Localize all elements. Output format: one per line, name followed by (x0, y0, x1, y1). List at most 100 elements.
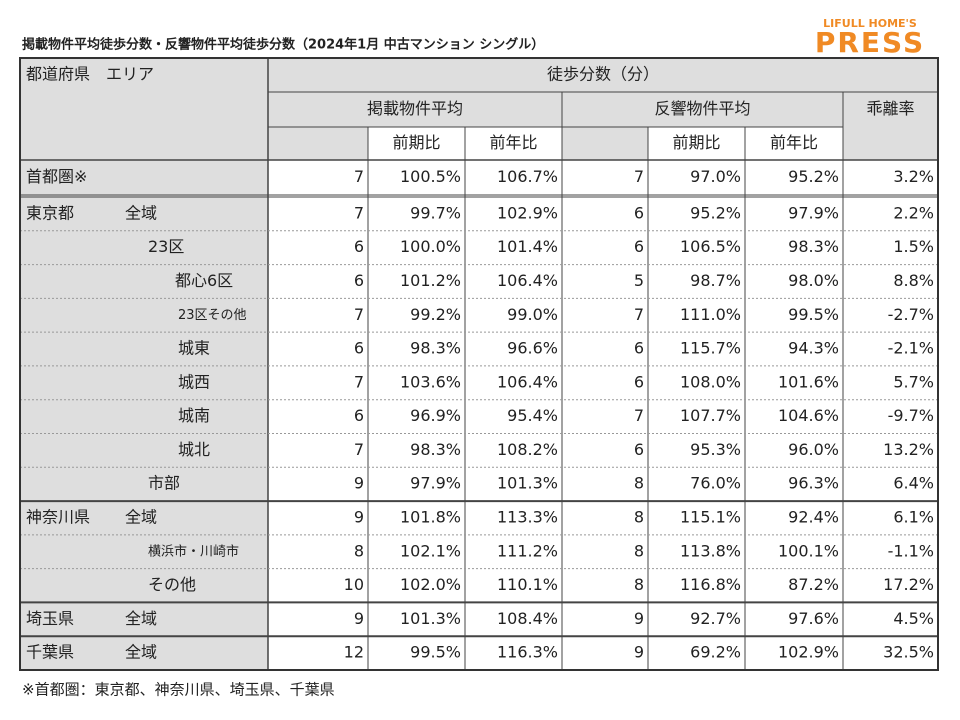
cell-value: 111.0% (680, 305, 741, 324)
cell-value: 95.4% (507, 406, 558, 425)
cell-value: 96.0% (788, 440, 839, 459)
cell-value: 6 (634, 203, 644, 222)
column-header: 都道府県 エリア (26, 65, 154, 84)
cell-value: 116.3% (497, 643, 558, 662)
column-header: 乖離率 (866, 99, 914, 118)
cell-value: 94.3% (788, 339, 839, 358)
cell-value: 115.7% (680, 339, 741, 358)
column-header: 掲載物件平均 (367, 99, 463, 118)
cell-value: 8 (634, 575, 644, 594)
cell-value: -2.7% (888, 305, 934, 324)
prefecture: 神奈川県 (26, 507, 90, 526)
logo-main: PRESS (815, 26, 925, 59)
cell-value: -9.7% (888, 406, 934, 425)
cell-value: 9 (634, 609, 644, 628)
prefecture: 東京都 (26, 203, 74, 222)
area: 全域 (125, 609, 157, 628)
cell-value: 8 (634, 507, 644, 526)
column-header: 前期比 (672, 133, 720, 152)
cell-value: 101.3% (497, 474, 558, 493)
cell-value: 95.3% (690, 440, 741, 459)
cell-value: 113.8% (680, 541, 741, 560)
cell-value: 6.4% (893, 474, 934, 493)
area: 全域 (125, 203, 157, 222)
column-header: 前期比 (392, 133, 440, 152)
column-header: 前年比 (770, 133, 818, 152)
area: 都心6区 (175, 271, 233, 290)
cell-value: 101.8% (400, 507, 461, 526)
cell-value: 100.0% (400, 237, 461, 256)
cell-value: 108.4% (497, 609, 558, 628)
area: 23区 (148, 237, 184, 256)
cell-value: 13.2% (883, 440, 934, 459)
cell-value: 7 (634, 305, 644, 324)
cell-value: 96.3% (788, 474, 839, 493)
cell-value: 6 (634, 440, 644, 459)
cell-value: 102.9% (497, 203, 558, 222)
cell-value: 108.0% (680, 372, 741, 391)
prefecture: 首都圏※ (26, 167, 87, 186)
column-header: 徒歩分数（分） (547, 65, 659, 84)
cell-value: 7 (634, 406, 644, 425)
cell-value: 104.6% (778, 406, 839, 425)
cell-value: 99.0% (507, 305, 558, 324)
area: 23区その他 (178, 308, 247, 323)
cell-value: -2.1% (888, 339, 934, 358)
cell-value: 76.0% (690, 474, 741, 493)
label-col-bg (20, 160, 268, 670)
cell-value: 6 (354, 406, 364, 425)
cell-value: 102.1% (400, 541, 461, 560)
cell-value: 6 (634, 372, 644, 391)
cell-value: 97.0% (690, 167, 741, 186)
prefecture: 埼玉県 (26, 609, 74, 628)
cell-value: 92.7% (690, 609, 741, 628)
cell-value: 7 (354, 203, 364, 222)
cell-value: 8.8% (893, 271, 934, 290)
cell-value: 96.9% (410, 406, 461, 425)
cell-value: 97.9% (410, 474, 461, 493)
cell-value: 97.6% (788, 609, 839, 628)
column-header: 前年比 (489, 133, 537, 152)
cell-value: 7 (354, 305, 364, 324)
area: 城南 (178, 406, 210, 425)
cell-value: 106.4% (497, 271, 558, 290)
cell-value: 7 (634, 167, 644, 186)
cell-value: 110.1% (497, 575, 558, 594)
cell-value: 106.5% (680, 237, 741, 256)
cell-value: 103.6% (400, 372, 461, 391)
cell-value: 6 (354, 271, 364, 290)
cell-value: 9 (354, 609, 364, 628)
area: 横浜市・川崎市 (148, 543, 239, 559)
cell-value: 8 (634, 474, 644, 493)
area: 城西 (178, 372, 210, 391)
cell-value: 98.7% (690, 271, 741, 290)
cell-value: 5.7% (893, 372, 934, 391)
cell-value: 17.2% (883, 575, 934, 594)
cell-value: 98.3% (410, 339, 461, 358)
cell-value: 87.2% (788, 575, 839, 594)
cell-value: 101.6% (778, 372, 839, 391)
cell-value: 99.5% (410, 643, 461, 662)
cell-value: 95.2% (690, 203, 741, 222)
cell-value: 5 (634, 271, 644, 290)
cell-value: 113.3% (497, 507, 558, 526)
cell-value: 98.0% (788, 271, 839, 290)
area: 市部 (148, 474, 180, 493)
cell-value: 4.5% (893, 609, 934, 628)
area: 城東 (178, 339, 210, 358)
footnote: ※首都圏：東京都、神奈川県、埼玉県、千葉県 (22, 681, 335, 699)
cell-value: 10 (344, 575, 364, 594)
cell-value: 99.2% (410, 305, 461, 324)
cell-value: 6 (354, 237, 364, 256)
cell-value: 116.8% (680, 575, 741, 594)
cell-value: 6 (634, 339, 644, 358)
cell-value: 106.7% (497, 167, 558, 186)
cell-value: 3.2% (893, 167, 934, 186)
cell-value: 98.3% (410, 440, 461, 459)
area: その他 (148, 575, 196, 594)
cell-value: 96.6% (507, 339, 558, 358)
area: 全域 (125, 507, 157, 526)
cell-value: 2.2% (893, 203, 934, 222)
